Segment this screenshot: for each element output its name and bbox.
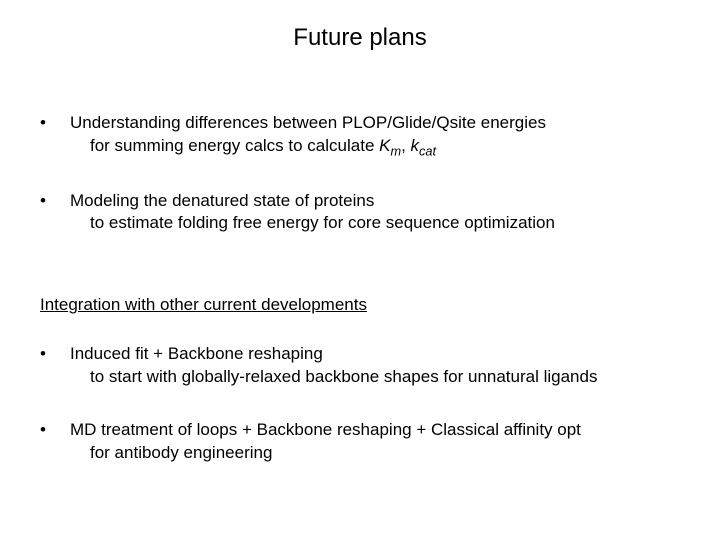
section-header: Integration with other current developme… (40, 295, 680, 315)
bullet-main-text: Induced fit + Backbone reshaping (70, 343, 680, 366)
bullet-marker-icon: • (40, 190, 70, 213)
bullet-main-text: MD treatment of loops + Backbone reshapi… (70, 419, 680, 442)
bullet-marker-icon: • (40, 343, 70, 366)
bullet-item: • Induced fit + Backbone reshaping to st… (40, 343, 680, 389)
bullet-main-text: Understanding differences between PLOP/G… (70, 112, 680, 135)
bullet-marker-icon: • (40, 112, 70, 135)
slide-title: Future plans (40, 24, 680, 52)
bullet-marker-icon: • (40, 419, 70, 442)
bullet-item: • Modeling the denatured state of protei… (40, 190, 680, 236)
slide: Future plans • Understanding differences… (0, 0, 720, 540)
bullet-main-text: Modeling the denatured state of proteins (70, 190, 680, 213)
bullet-sub-text: to start with globally-relaxed backbone … (40, 366, 680, 389)
bullet-sub-text: for summing energy calcs to calculate Km… (40, 135, 680, 160)
bullet-item: • Understanding differences between PLOP… (40, 112, 680, 160)
bullet-sub-text: to estimate folding free energy for core… (40, 212, 680, 235)
bullet-item: • MD treatment of loops + Backbone resha… (40, 419, 680, 465)
bullet-sub-text: for antibody engineering (40, 442, 680, 465)
